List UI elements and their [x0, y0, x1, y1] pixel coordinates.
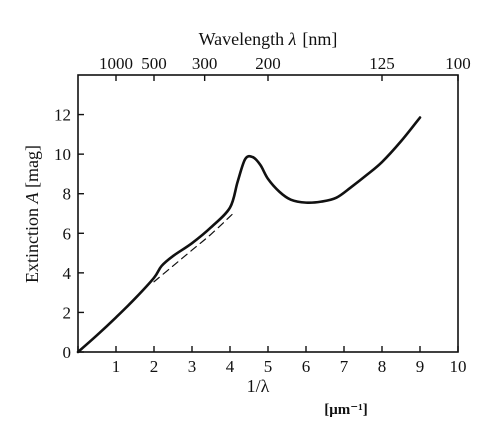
- y-tick-label: 4: [63, 264, 72, 283]
- plot-frame: [77, 74, 459, 353]
- y-tick-label: 10: [54, 145, 71, 164]
- extinction-curve-line: [76, 116, 422, 354]
- x-tick-label: 5: [264, 357, 273, 376]
- top-axis-title-symbol: λ: [288, 29, 297, 49]
- y-tick-label: 12: [54, 106, 71, 125]
- x-tick-label: 9: [416, 357, 425, 376]
- y-axis-title-unit: [mag]: [22, 145, 42, 192]
- x-tick-label: 3: [188, 357, 197, 376]
- x-tick-label: 8: [378, 357, 387, 376]
- x-tick-label: 1: [112, 357, 121, 376]
- top-tick-label: 500: [141, 54, 167, 73]
- top-tick-label: 125: [369, 54, 395, 73]
- top-axis-title: Wavelength λ [nm]: [199, 29, 338, 49]
- top-axis-title-unit: [nm]: [302, 29, 337, 49]
- y-axis-title: Extinction A [mag]: [22, 145, 42, 283]
- top-axis-title-text: Wavelength: [199, 29, 289, 49]
- y-tick-label: 8: [63, 185, 72, 204]
- x-tick-label: 6: [302, 357, 311, 376]
- x-tick-label: 2: [150, 357, 159, 376]
- y-axis-title-symbol: A: [22, 191, 42, 204]
- x-axis-unit: [μm⁻¹]: [324, 402, 367, 418]
- x-tick-label: 10: [450, 357, 467, 376]
- x-axis-title: 1/λ: [247, 376, 270, 396]
- top-tick-label: 200: [255, 54, 281, 73]
- top-tick-label: 300: [192, 54, 218, 73]
- x-tick-label: 4: [226, 357, 235, 376]
- top-tick-label: 100: [445, 54, 471, 73]
- y-axis-title-text: Extinction: [22, 203, 42, 283]
- y-tick-label: 0: [63, 343, 72, 362]
- x-tick-label: 7: [340, 357, 349, 376]
- y-tick-label: 6: [63, 224, 72, 243]
- top-tick-label: 1000: [99, 54, 133, 73]
- dashed-reference-line: [153, 211, 235, 283]
- y-tick-label: 2: [63, 303, 72, 322]
